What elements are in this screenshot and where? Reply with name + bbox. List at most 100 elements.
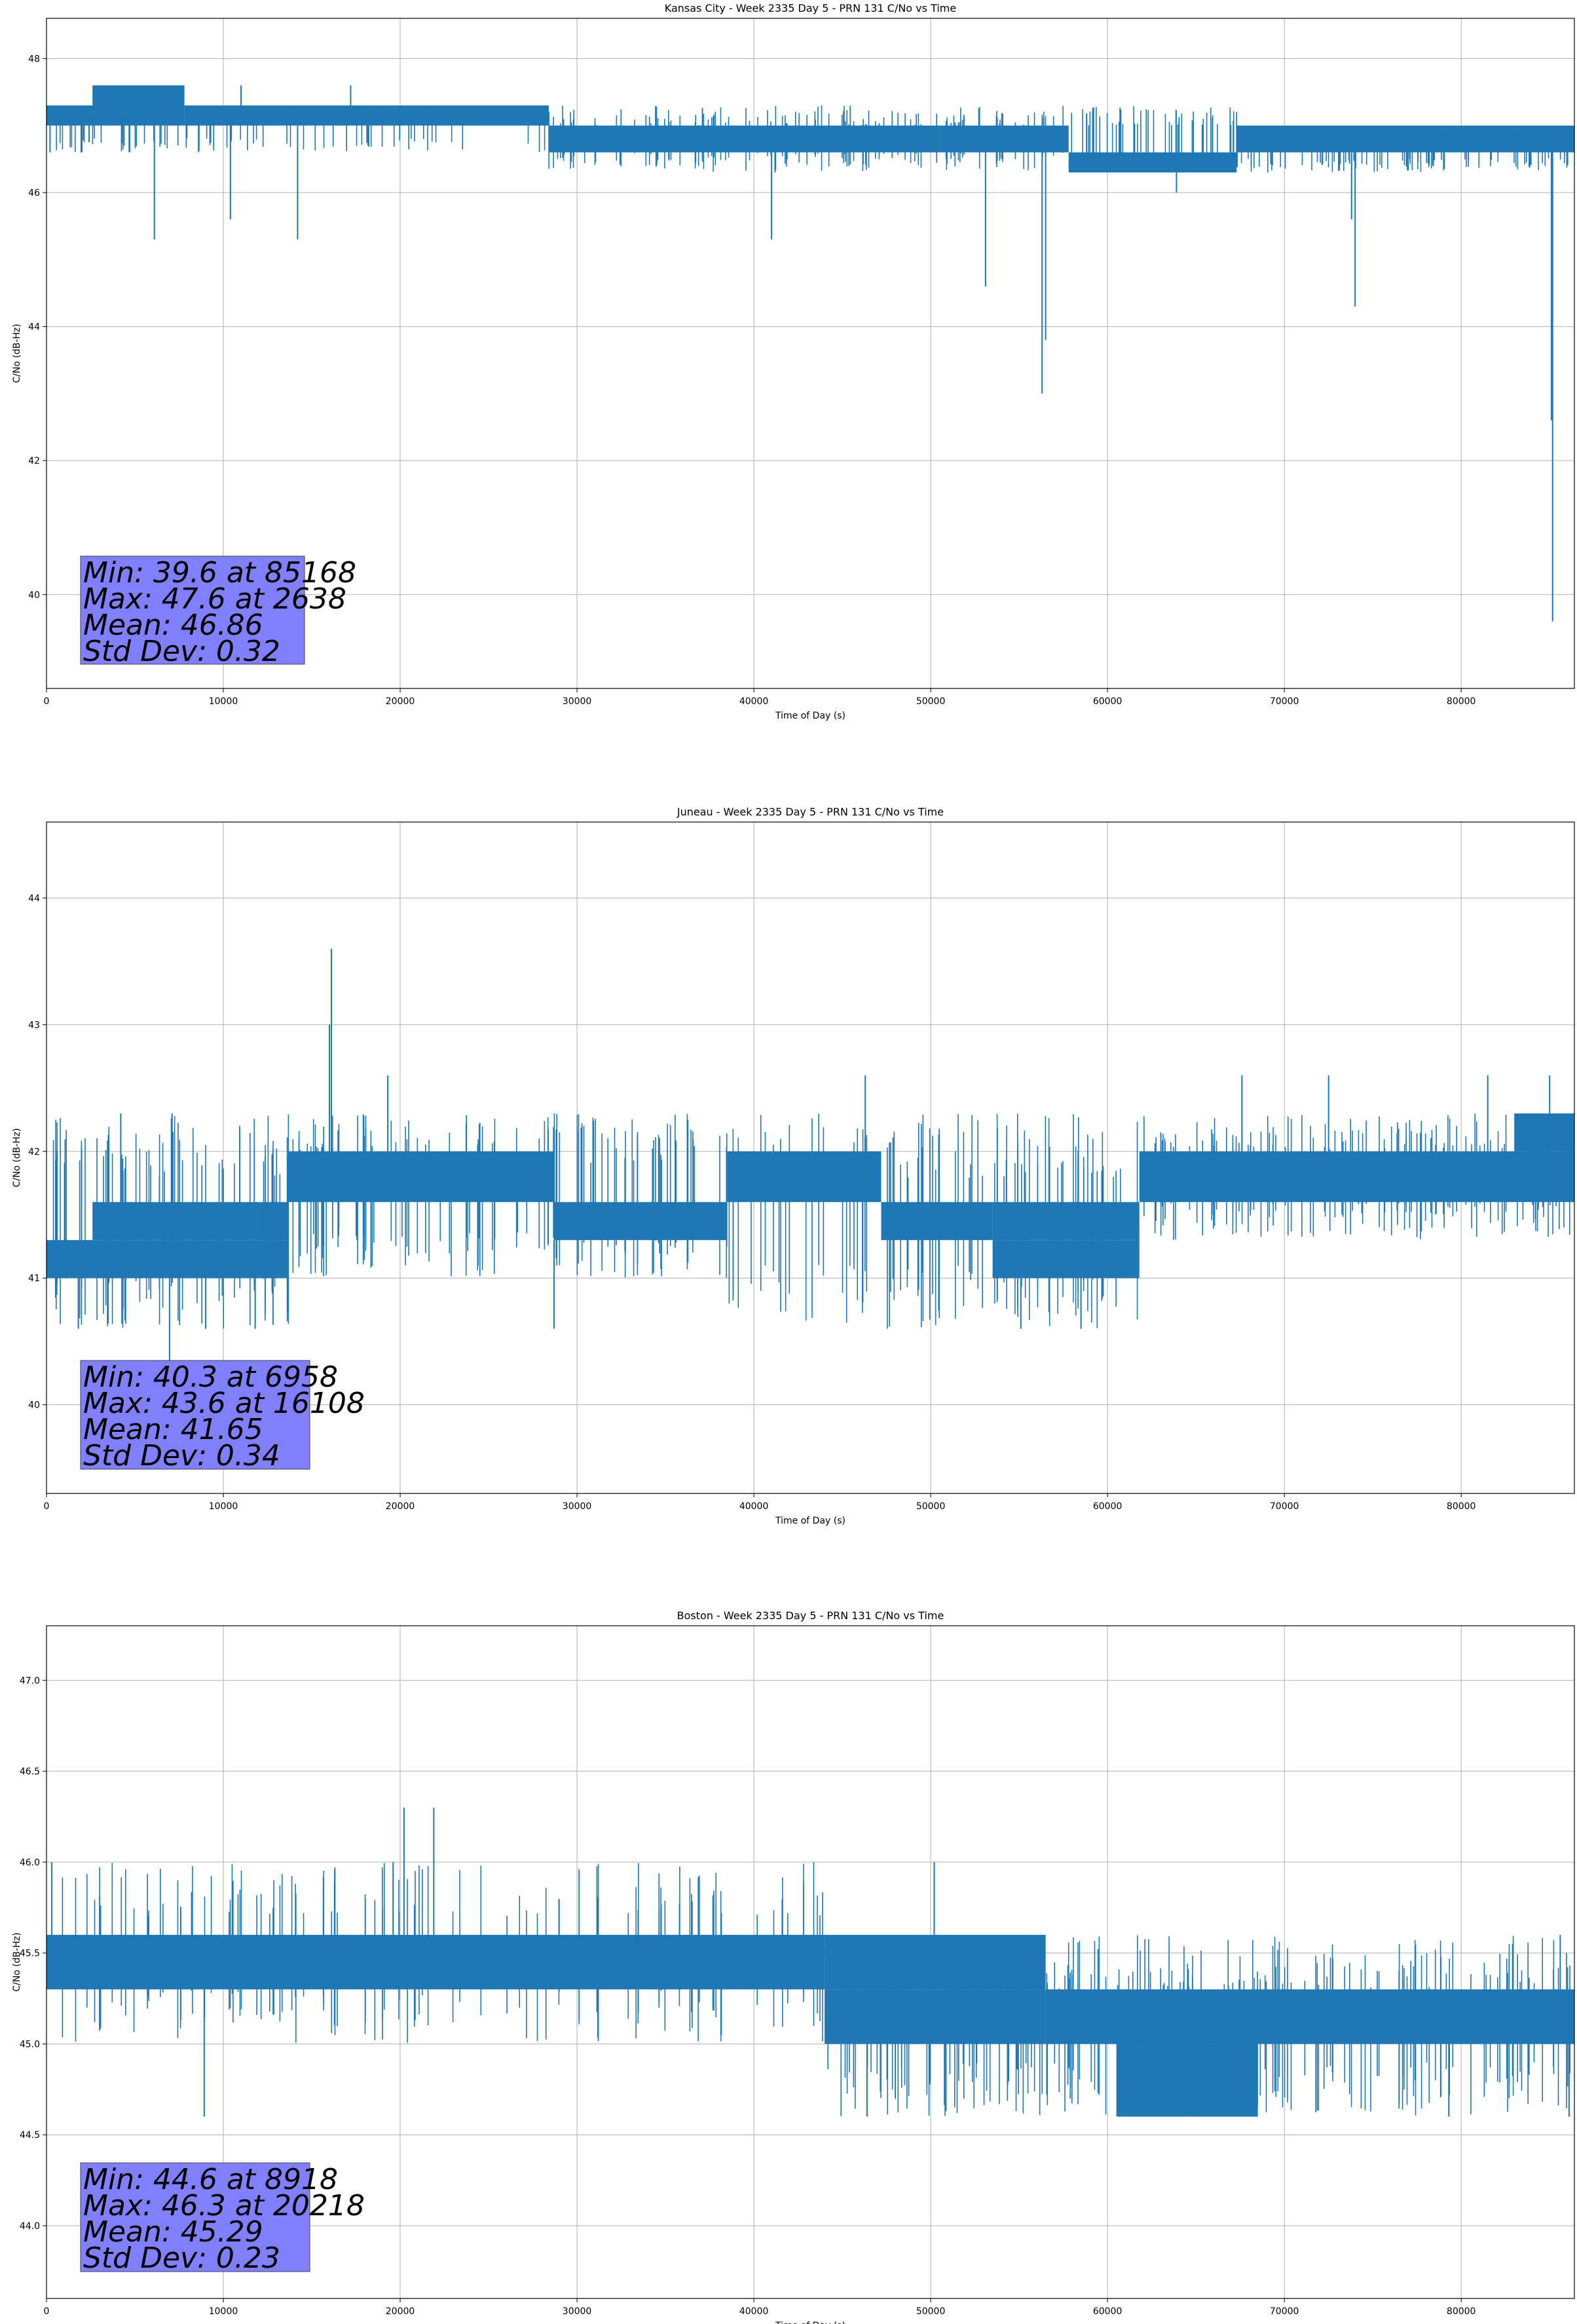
stats-line-2: Max: 46.3 at 20218 [83,2189,365,2222]
y-tick-label: 44 [28,893,40,904]
x-axis-label: Time of Day (s) [775,1516,845,1526]
y-tick-label: 45.0 [20,2039,40,2050]
stats-line-1: Min: 44.6 at 8918 [83,2163,338,2196]
y-axis: 44.0 44.5 45.0 45.5 46.0 46.5 47.0 [20,1676,46,2232]
y-axis: 40 41 42 43 44 [28,893,46,1411]
x-tick-label: 10000 [209,696,238,707]
data-band [1139,1151,1574,1203]
x-tick-label: 50000 [916,2306,946,2317]
series-cno [46,948,1574,1367]
x-axis-label: Time of Day (s) [775,2321,845,2324]
y-tick-label: 46.0 [20,1858,40,1868]
y-tick-label: 40 [28,1400,40,1411]
stats-box-background [80,555,305,665]
x-tick-label: 70000 [1270,2306,1299,2317]
data-band [553,1202,728,1241]
y-tick-label: 45.5 [20,1949,40,1959]
x-tick-label: 50000 [916,1501,946,1512]
chart-panel-2: Juneau - Week 2335 Day 5 - PRN 131 C/No … [12,806,1575,1526]
chart-title: Boston - Week 2335 Day 5 - PRN 131 C/No … [677,1609,944,1622]
chart-title: Juneau - Week 2335 Day 5 - PRN 131 C/No … [677,806,944,818]
x-tick-label: 30000 [563,2306,592,2317]
x-tick-label: 70000 [1270,696,1299,707]
chart-title: Kansas City - Week 2335 Day 5 - PRN 131 … [665,2,956,14]
y-tick-label: 42 [28,1147,40,1157]
y-tick-label: 46.5 [20,1767,40,1777]
stats-line-3: Mean: 45.29 [83,2215,263,2249]
x-axis: 0 10000 20000 30000 40000 50000 60000 70000 8000… [44,2298,1476,2317]
chart-panel-1: Kansas City - Week 2335 Day 5 - PRN 131 … [12,2,1575,721]
x-tick-label: 40000 [739,1501,769,1512]
stats-box-background [80,1360,310,1470]
x-tick-label: 20000 [386,1501,415,1512]
series-cno [46,1807,1574,2117]
data-band [825,1934,1046,1990]
x-tick-label: 0 [44,1501,50,1512]
stats-line-1: Min: 40.3 at 6958 [83,1360,338,1394]
x-tick-label: 50000 [916,696,946,707]
y-tick-label: 47.0 [20,1676,40,1686]
x-tick-label: 20000 [386,696,415,707]
x-tick-label: 30000 [563,696,592,707]
stats-line-1: Min: 39.6 at 85168 [83,556,356,590]
stats-box-background [80,2162,310,2272]
data-band [288,1151,554,1203]
data-band [92,85,185,105]
data-band [825,1989,1046,2044]
x-tick-label: 80000 [1447,1501,1476,1512]
plot-frame [46,18,1575,689]
y-tick-label: 41 [28,1273,40,1284]
y-tick-label: 44.0 [20,2221,40,2232]
stats-line-4: Std Dev: 0.34 [83,1439,280,1472]
data-band [1045,1989,1574,2044]
stats-line-2: Max: 43.6 at 16108 [83,1387,365,1420]
x-tick-label: 80000 [1447,696,1476,707]
data-band [46,1240,289,1279]
data-band [881,1202,993,1241]
stats-line-4: Std Dev: 0.23 [83,2241,280,2275]
y-tick-label: 42 [28,456,40,466]
x-axis: 0 10000 20000 30000 40000 50000 60000 70000 8000… [44,688,1476,707]
x-tick-label: 40000 [739,2306,769,2317]
x-tick-label: 70000 [1270,1501,1299,1512]
y-tick-label: 46 [28,188,40,198]
x-tick-label: 20000 [386,2306,415,2317]
stats-line-2: Max: 47.6 at 2638 [83,582,346,616]
plot-frame [46,821,1575,1494]
x-tick-label: 60000 [1093,696,1122,707]
data-band [727,1151,881,1203]
data-band [1236,125,1574,153]
x-tick-label: 80000 [1447,2306,1476,2317]
x-axis: 0 10000 20000 30000 40000 50000 60000 70000 8000… [44,1493,1476,1512]
series-cno [46,85,1574,622]
y-axis-label: C/No (dB-Hz) [12,1128,22,1187]
plot-frame [46,1625,1575,2299]
y-tick-label: 40 [28,590,40,601]
y-axis-label: C/No (dB-Hz) [12,1932,22,1991]
y-axis: 40 42 44 46 48 [28,54,46,601]
y-tick-label: 44 [28,322,40,333]
data-band [46,1934,825,1990]
y-tick-label: 48 [28,54,40,64]
x-tick-label: 40000 [739,696,769,707]
chart-panel-3: Boston - Week 2335 Day 5 - PRN 131 C/No … [12,1609,1575,2324]
stats-line-3: Mean: 46.86 [83,609,263,642]
x-axis-label: Time of Day (s) [775,711,845,721]
x-tick-label: 60000 [1093,2306,1122,2317]
x-tick-label: 60000 [1093,1501,1122,1512]
x-tick-label: 0 [44,2306,50,2317]
stats-line-3: Mean: 41.65 [83,1413,263,1446]
y-axis-label: C/No (dB-Hz) [12,324,22,383]
data-band [92,1202,259,1241]
stats-line-4: Std Dev: 0.32 [83,635,280,668]
x-tick-label: 30000 [563,1501,592,1512]
x-tick-label: 0 [44,696,50,707]
data-band [46,105,185,126]
y-tick-label: 43 [28,1020,40,1030]
x-tick-label: 10000 [209,2306,238,2317]
data-band [1068,152,1237,173]
